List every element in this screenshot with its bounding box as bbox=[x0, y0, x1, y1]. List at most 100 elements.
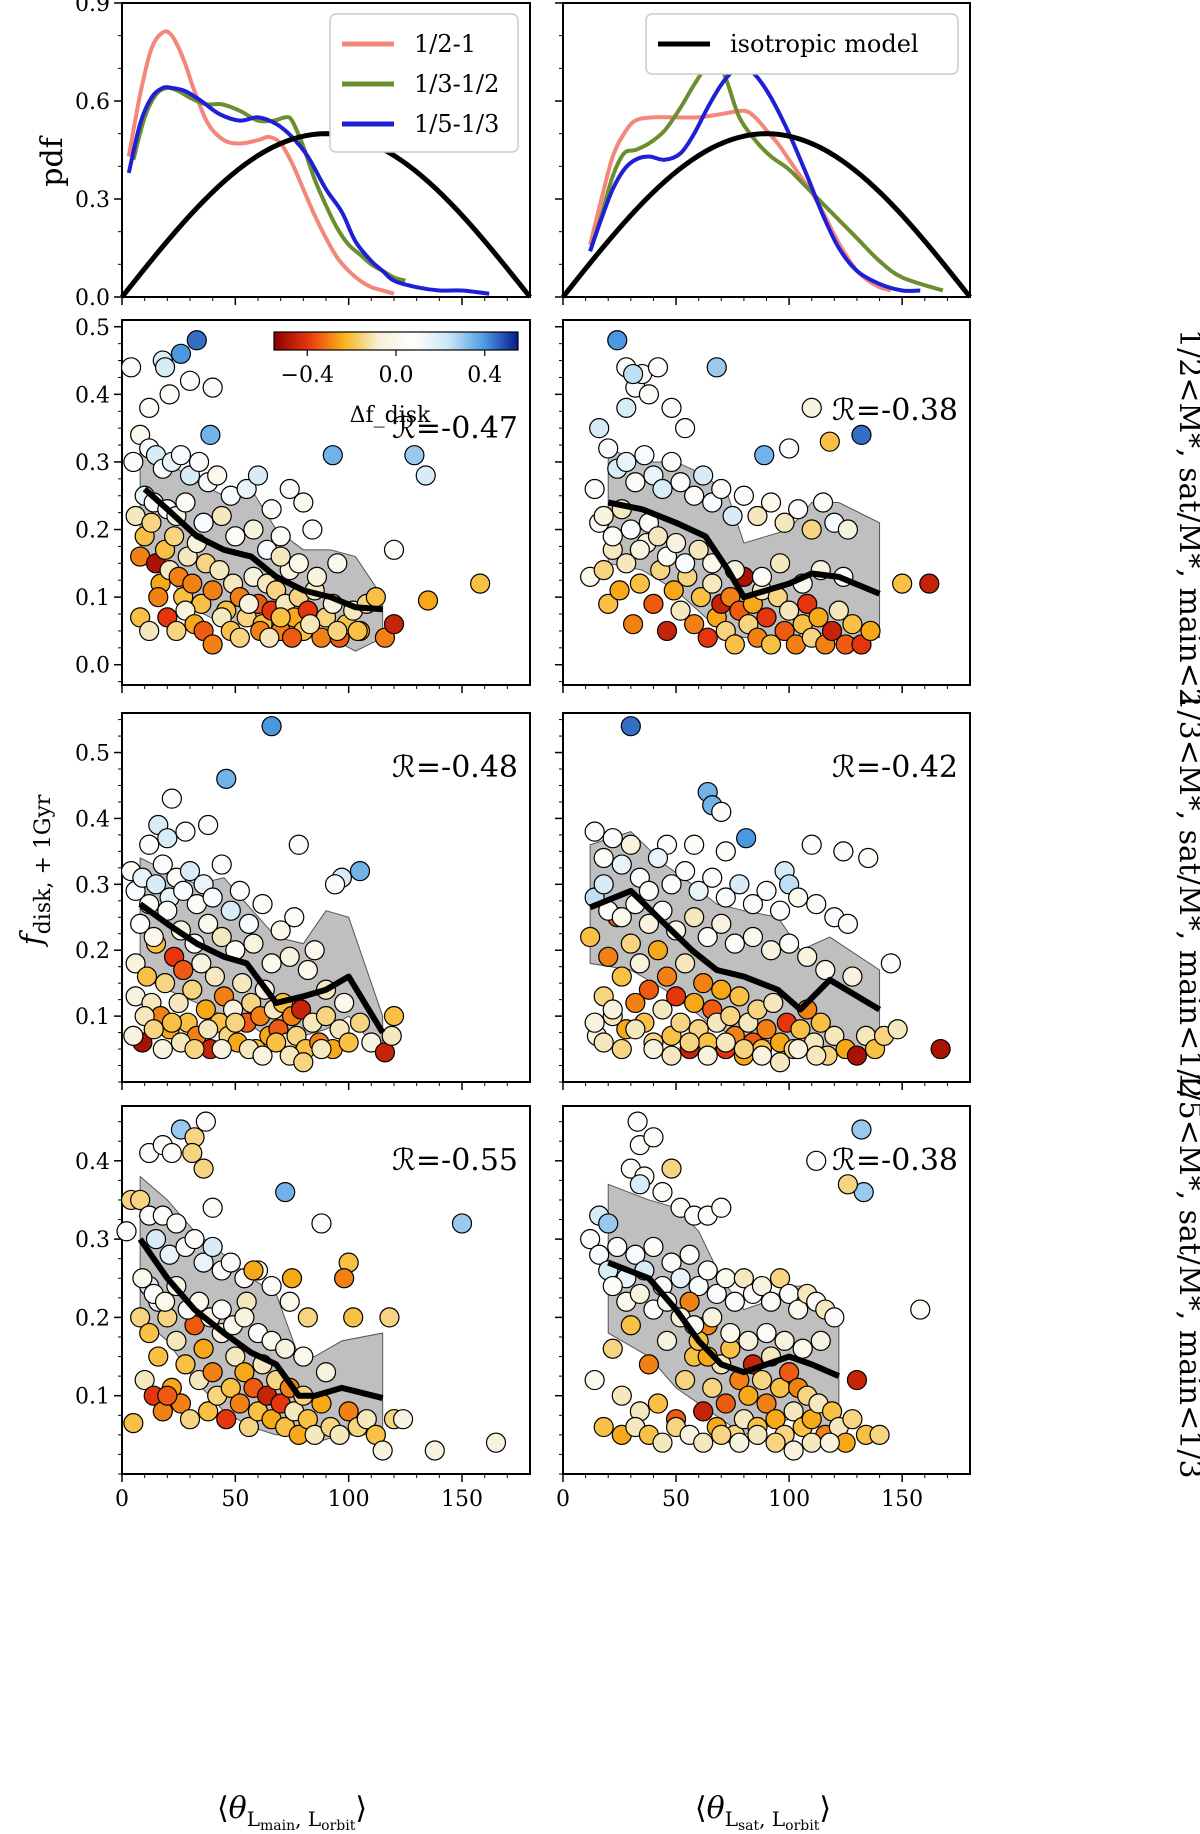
scatter-point bbox=[638, 979, 660, 1000]
scatter-point bbox=[702, 867, 723, 888]
scatter-point bbox=[179, 370, 201, 391]
scatter-point bbox=[611, 907, 632, 928]
scatter-point bbox=[247, 465, 269, 486]
scatter-point bbox=[123, 451, 144, 473]
scatter-point bbox=[580, 1229, 601, 1250]
scatter-point bbox=[243, 1260, 264, 1281]
scatter-point bbox=[711, 801, 732, 822]
scatter-point bbox=[211, 1038, 232, 1060]
y-tick-label: 0.3 bbox=[75, 873, 110, 898]
scatter-point bbox=[620, 716, 641, 737]
scatter-point bbox=[774, 512, 795, 533]
scatter-point bbox=[182, 573, 203, 594]
pdf-ylabel: pdf bbox=[35, 135, 70, 186]
scatter-point bbox=[279, 1291, 300, 1312]
x-label-left: ⟨θLmain, Lorbit⟩ bbox=[217, 1791, 367, 1834]
scatter-point bbox=[880, 953, 901, 974]
scatter-point bbox=[643, 1127, 664, 1148]
y-tick-label: 0.3 bbox=[75, 1228, 110, 1253]
scatter-point bbox=[290, 999, 312, 1020]
scatter-point bbox=[846, 1045, 868, 1066]
scatter-point bbox=[697, 1045, 718, 1066]
scatter-point bbox=[415, 465, 436, 486]
scatter-point bbox=[451, 1213, 473, 1234]
scatter-point bbox=[661, 1252, 682, 1273]
scatter-point bbox=[209, 559, 230, 581]
scatter-point bbox=[736, 828, 757, 849]
scatter-point bbox=[193, 1252, 214, 1273]
row-label-2: 1/3<M*, sat/M*, main<1/2 bbox=[1172, 691, 1200, 1098]
scatter-point bbox=[279, 946, 300, 967]
scatter-point bbox=[229, 880, 250, 902]
scatter-point bbox=[611, 1385, 632, 1406]
scatter-point bbox=[869, 1424, 890, 1445]
scatter-point bbox=[715, 1032, 736, 1053]
scatter-point bbox=[152, 854, 173, 875]
scatter-point bbox=[383, 1006, 405, 1027]
scatter-point bbox=[349, 861, 371, 882]
scatter-point bbox=[627, 1111, 648, 1132]
scatter-point bbox=[220, 900, 241, 921]
scatter-point bbox=[166, 1213, 187, 1234]
scatter-point bbox=[315, 1006, 337, 1027]
y-tick-label: 0.4 bbox=[75, 383, 110, 408]
scatter-point bbox=[198, 913, 219, 934]
scatter-point bbox=[598, 946, 619, 967]
scatter-point bbox=[361, 1032, 382, 1053]
scatter-point bbox=[188, 451, 210, 473]
scatter-point bbox=[747, 1424, 768, 1445]
scatter-point bbox=[806, 1150, 827, 1171]
scatter-point bbox=[629, 1283, 650, 1305]
pdf-curve-1/3-1/2 bbox=[588, 63, 944, 293]
scatter-point bbox=[760, 940, 782, 961]
scatter-point bbox=[225, 1012, 246, 1033]
isotropic-curve bbox=[120, 131, 532, 299]
panel-row2-right: ℛ=-0.42 bbox=[555, 712, 971, 1090]
scatter-point bbox=[722, 505, 743, 527]
legend-label: 1/2-1 bbox=[414, 30, 476, 58]
correlation-label: ℛ=-0.48 bbox=[392, 750, 518, 785]
scatter-point bbox=[186, 330, 207, 351]
scatter-point bbox=[593, 1416, 614, 1438]
scatter-point bbox=[724, 933, 745, 954]
main-ylabel: fdisk, + 1Gyr bbox=[15, 794, 56, 947]
scatter-point bbox=[383, 539, 405, 560]
scatter-point bbox=[620, 933, 641, 954]
scatter-point bbox=[279, 478, 300, 500]
scatter-point bbox=[819, 431, 840, 452]
scatter-point bbox=[293, 1052, 314, 1073]
y-tick-label: 0.4 bbox=[75, 807, 110, 832]
row-label-3: 1/5<M*, sat/M*, main<1/3 bbox=[1172, 1071, 1200, 1478]
scatter-point bbox=[616, 553, 637, 574]
scatter-point bbox=[652, 478, 673, 500]
scatter-point bbox=[220, 1377, 241, 1398]
scatter-point bbox=[225, 1346, 246, 1367]
scatter-point bbox=[670, 472, 691, 493]
isotropic-curve bbox=[561, 131, 972, 299]
scatter-point bbox=[311, 1213, 332, 1234]
scatter-point bbox=[792, 1338, 813, 1359]
scatter-point bbox=[184, 1038, 205, 1060]
scatter-point bbox=[182, 1142, 203, 1164]
scatter-point bbox=[733, 1268, 754, 1289]
scatter-point bbox=[157, 1385, 178, 1406]
scatter-point bbox=[154, 973, 176, 994]
scatter-point bbox=[589, 1244, 610, 1265]
scatter-point bbox=[860, 620, 881, 642]
scatter-point bbox=[733, 485, 754, 506]
scatter-point bbox=[783, 1401, 804, 1422]
scatter-point bbox=[584, 478, 605, 500]
panel-row2-left: 0.1 0.2 0.3 0.4 0.5 ℛ=-0.48 bbox=[75, 712, 531, 1090]
scatter-point bbox=[837, 913, 859, 934]
scatter-point bbox=[125, 953, 146, 974]
scatter-point bbox=[611, 966, 632, 987]
scatter-point bbox=[598, 593, 619, 614]
scatter-point bbox=[611, 1038, 632, 1060]
scatter-point bbox=[130, 913, 151, 934]
scatter-point bbox=[220, 1252, 241, 1273]
scatter-point bbox=[788, 1299, 809, 1320]
scatter-point bbox=[315, 1362, 337, 1383]
scatter-point bbox=[184, 1229, 205, 1250]
scatter-point bbox=[806, 1045, 827, 1066]
scatter-point bbox=[674, 953, 696, 974]
